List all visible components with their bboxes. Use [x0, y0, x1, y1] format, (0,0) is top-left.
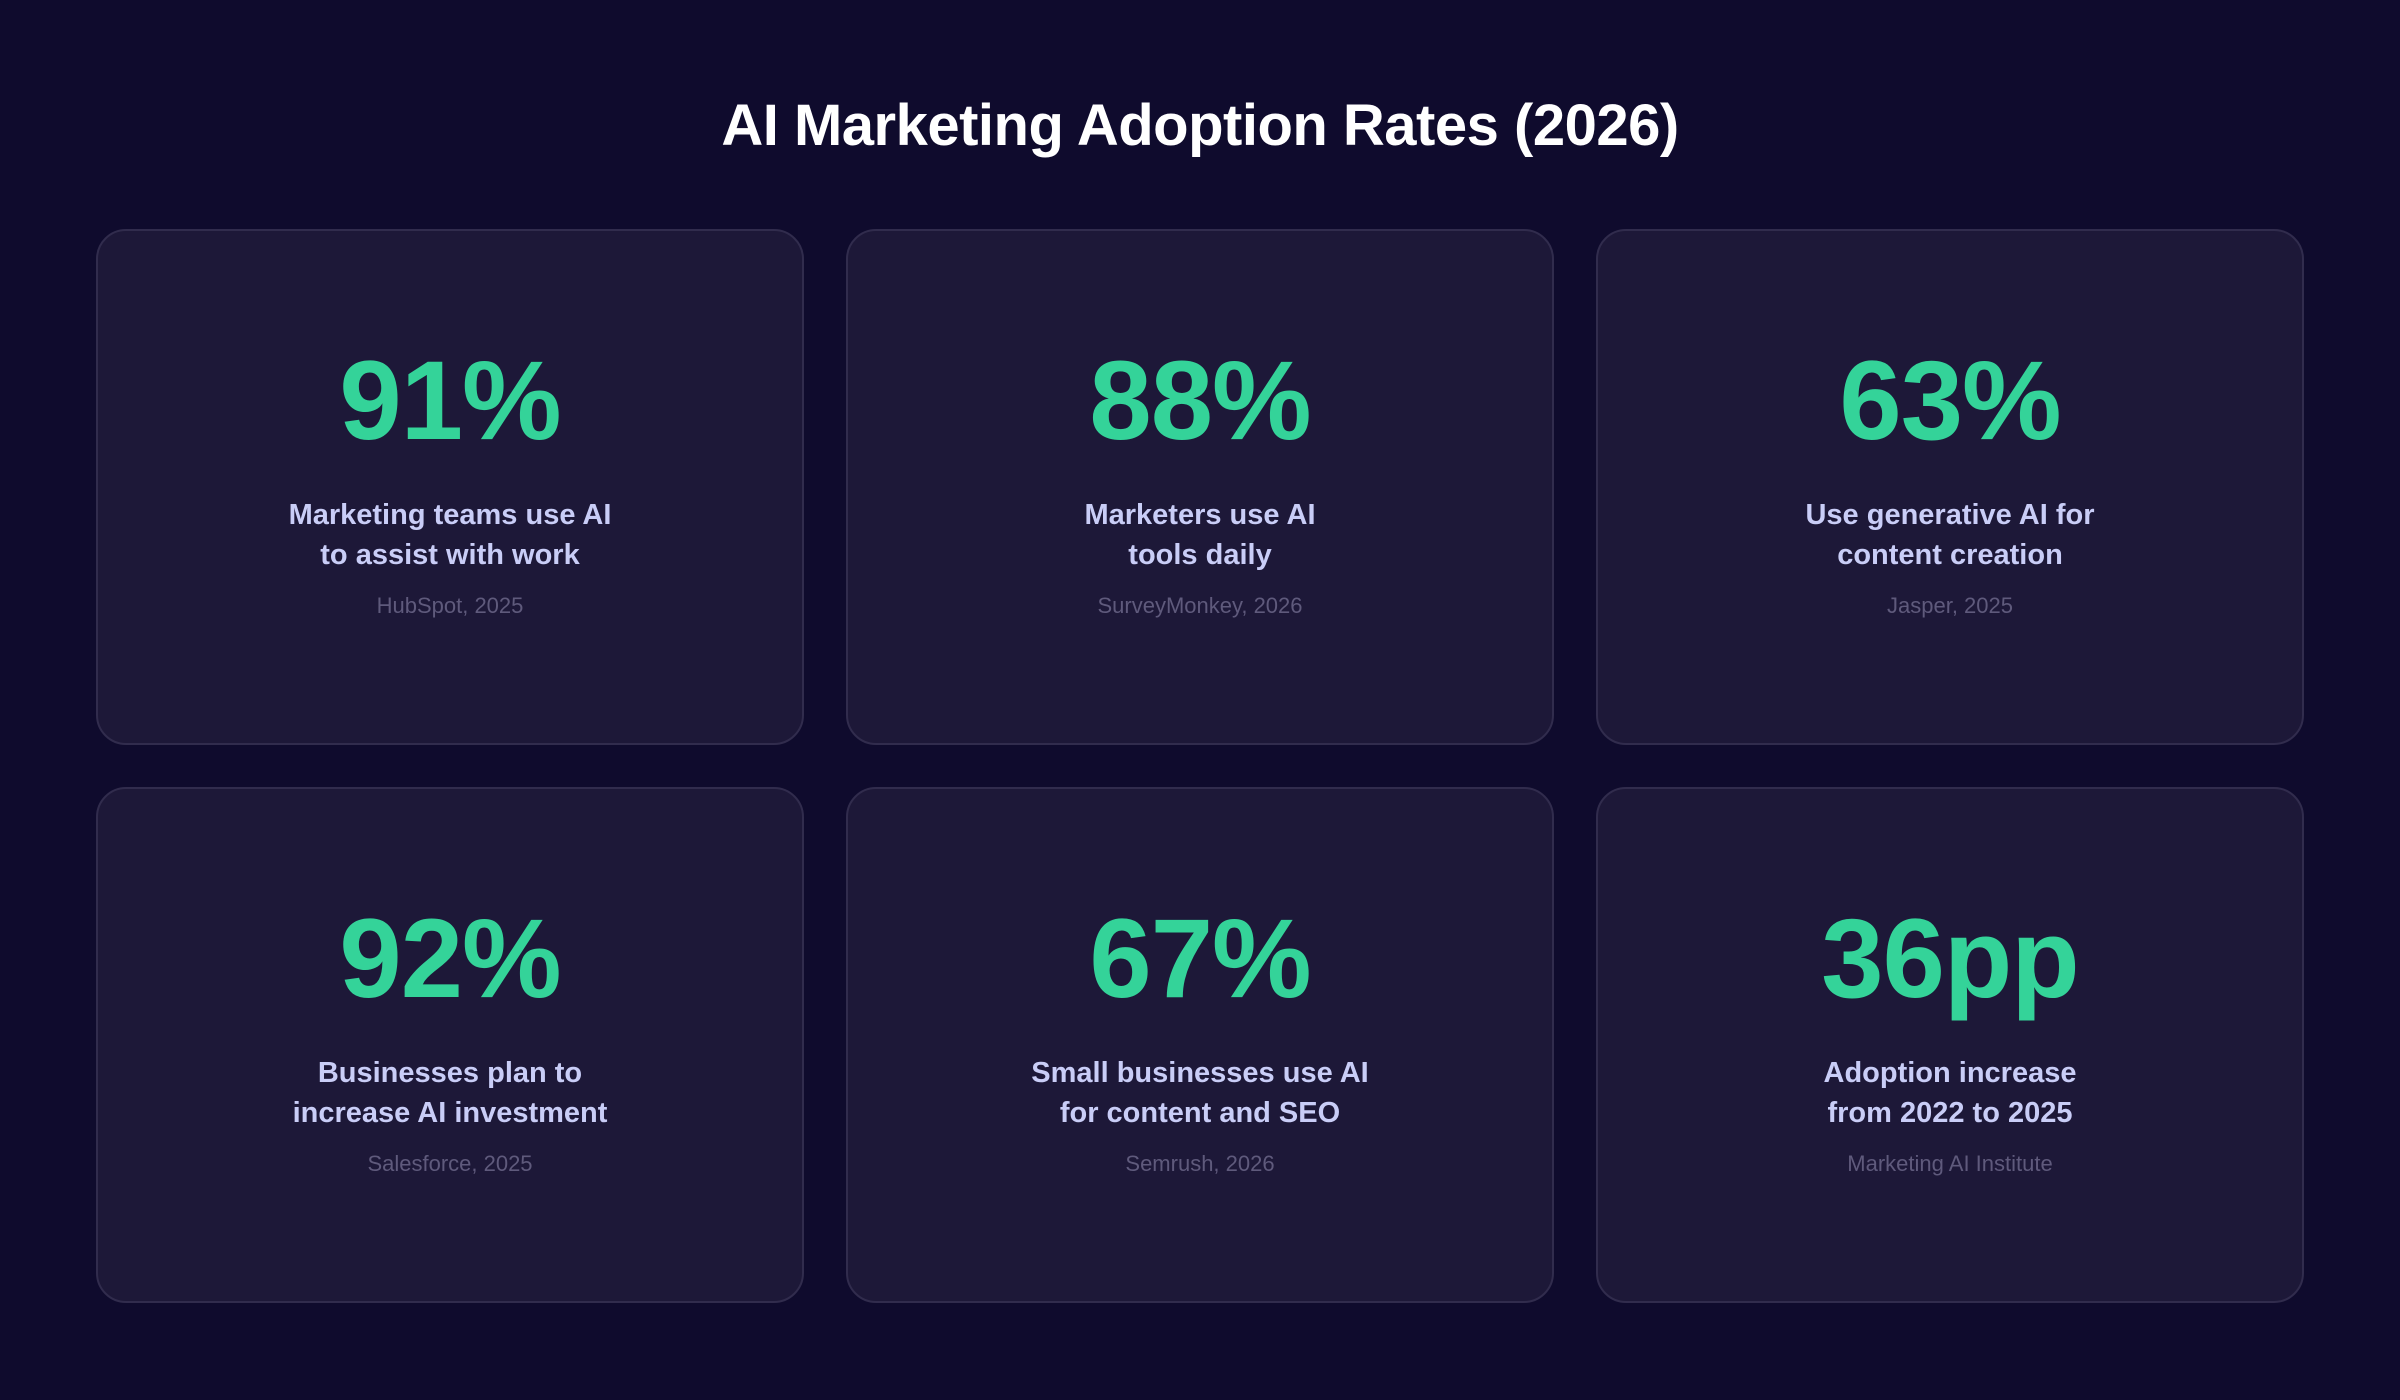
stat-source: SurveyMonkey, 2026 [1097, 593, 1303, 618]
stat-source: HubSpot, 2025 [376, 593, 524, 618]
stat-description: Adoption increase from 2022 to 2025 [1823, 1057, 2077, 1129]
stat-card: 67% Small businesses use AI for content … [846, 787, 1554, 1303]
stat-card: 92% Businesses plan to increase AI inves… [96, 787, 804, 1303]
stat-value: 88% [1089, 338, 1311, 463]
stat-description: Small businesses use AI for content and … [1031, 1057, 1369, 1129]
stat-source: Jasper, 2025 [1887, 593, 2013, 618]
stat-card: 88% Marketers use AI tools daily SurveyM… [846, 229, 1554, 745]
stat-card: 91% Marketing teams use AI to assist wit… [96, 229, 804, 745]
stat-card: 36pp Adoption increase from 2022 to 2025… [1596, 787, 2304, 1303]
stat-description: Marketing teams use AI to assist with wo… [288, 499, 612, 571]
stat-description: Marketers use AI tools daily [1084, 499, 1316, 571]
stats-grid: 91% Marketing teams use AI to assist wit… [96, 229, 2304, 1303]
stat-source: Marketing AI Institute [1847, 1151, 2053, 1176]
stat-description: Use generative AI for content creation [1805, 499, 2095, 571]
stat-description: Businesses plan to increase AI investmen… [292, 1057, 608, 1129]
stat-value: 67% [1089, 896, 1311, 1021]
stat-source: Semrush, 2026 [1125, 1151, 1275, 1176]
stat-value: 91% [339, 338, 561, 463]
stat-source: Salesforce, 2025 [367, 1151, 533, 1176]
stat-value: 63% [1839, 338, 2061, 463]
page-title: AI Marketing Adoption Rates (2026) [721, 93, 1679, 158]
stat-card: 63% Use generative AI for content creati… [1596, 229, 2304, 745]
stat-value: 92% [339, 896, 561, 1021]
stat-value: 36pp [1821, 896, 2079, 1021]
